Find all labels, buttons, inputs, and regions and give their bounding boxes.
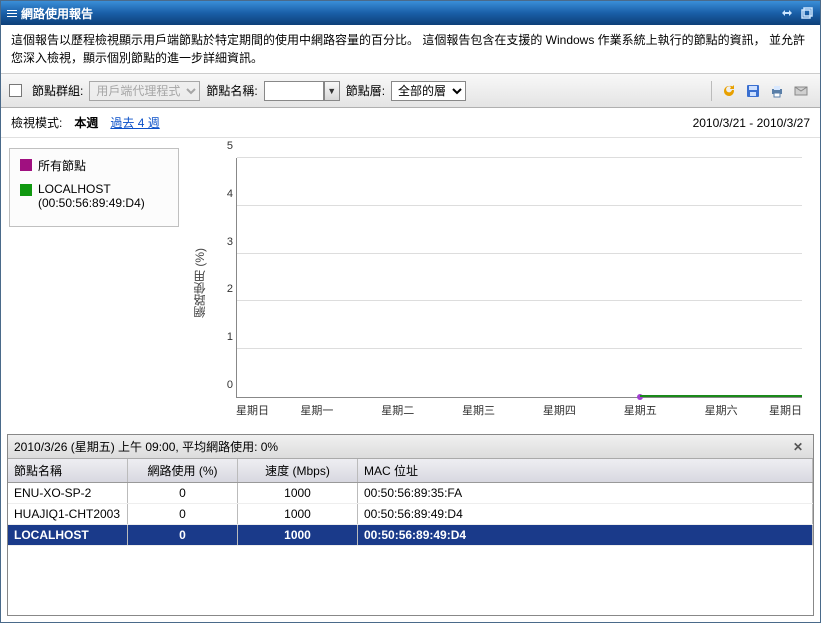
x-tick: 星期三 bbox=[438, 402, 519, 418]
col-header-name[interactable]: 節點名稱 bbox=[8, 459, 128, 482]
y-tick: 4 bbox=[217, 188, 233, 200]
legend-item[interactable]: LOCALHOST (00:50:56:89:49:D4) bbox=[20, 182, 168, 210]
x-axis-labels: 星期日星期一星期二星期三星期四星期五星期六星期日 bbox=[236, 402, 802, 418]
node-dropdown-icon[interactable]: ▼ bbox=[324, 81, 340, 101]
table-row[interactable]: HUAJIQ1-CHT20030100000:50:56:89:49:D4 bbox=[8, 504, 813, 525]
date-range: 2010/3/21 - 2010/3/27 bbox=[693, 116, 810, 130]
tier-select[interactable]: 全部的層 bbox=[391, 81, 466, 101]
toolbar-actions bbox=[711, 80, 812, 102]
cell-speed: 1000 bbox=[238, 525, 358, 545]
legend-swatch bbox=[20, 184, 32, 196]
y-tick: 5 bbox=[217, 140, 233, 152]
x-tick: 星期日 bbox=[762, 402, 802, 418]
legend-item[interactable]: 所有節點 bbox=[20, 157, 168, 174]
maximize-icon[interactable] bbox=[780, 6, 794, 20]
chart-legend: 所有節點 LOCALHOST (00:50:56:89:49:D4) bbox=[9, 148, 179, 227]
cell-speed: 1000 bbox=[238, 483, 358, 503]
col-header-speed[interactable]: 速度 (Mbps) bbox=[238, 459, 358, 482]
node-label: 節點名稱: bbox=[206, 82, 257, 99]
chart-area: 所有節點 LOCALHOST (00:50:56:89:49:D4) 網路使用 (… bbox=[1, 138, 820, 428]
x-tick: 星期四 bbox=[519, 402, 600, 418]
group-label: 節點群組: bbox=[32, 82, 83, 99]
cell-mac: 00:50:56:89:49:D4 bbox=[358, 504, 813, 524]
cell-name: LOCALHOST bbox=[8, 525, 128, 545]
y-axis-label: 網路使用 (%) bbox=[187, 148, 212, 418]
series-line bbox=[640, 395, 802, 397]
restore-icon[interactable] bbox=[800, 6, 814, 20]
filter-toolbar: 節點群組: 用戶端代理程式 節點名稱: ▼ 節點層: 全部的層 bbox=[1, 74, 820, 108]
viewmode-label: 檢視模式: bbox=[11, 114, 62, 131]
cell-speed: 1000 bbox=[238, 504, 358, 524]
report-window: 網路使用報告 這個報告以歷程檢視顯示用戶端節點於特定期間的使用中網路容量的百分比… bbox=[0, 0, 821, 623]
cell-mac: 00:50:56:89:35:FA bbox=[358, 483, 813, 503]
titlebar: 網路使用報告 bbox=[1, 1, 820, 25]
detail-table: 節點名稱 網路使用 (%) 速度 (Mbps) MAC 位址 ENU-XO-SP… bbox=[8, 459, 813, 615]
cell-usage: 0 bbox=[128, 504, 238, 524]
cell-name: HUAJIQ1-CHT2003 bbox=[8, 504, 128, 524]
cell-mac: 00:50:56:89:49:D4 bbox=[358, 525, 813, 545]
x-tick: 星期二 bbox=[357, 402, 438, 418]
detail-header-text: 2010/3/26 (星期五) 上午 09:00, 平均網路使用: 0% bbox=[14, 438, 278, 455]
legend-label: LOCALHOST (00:50:56:89:49:D4) bbox=[38, 182, 168, 210]
table-row[interactable]: ENU-XO-SP-20100000:50:56:89:35:FA bbox=[8, 483, 813, 504]
node-name-input[interactable] bbox=[264, 81, 324, 101]
cell-name: ENU-XO-SP-2 bbox=[8, 483, 128, 503]
x-tick: 星期五 bbox=[600, 402, 681, 418]
y-tick: 1 bbox=[217, 331, 233, 343]
close-icon[interactable]: ✕ bbox=[789, 440, 807, 454]
group-select[interactable]: 用戶端代理程式 bbox=[89, 81, 200, 101]
x-tick: 星期一 bbox=[276, 402, 357, 418]
x-tick: 星期六 bbox=[681, 402, 762, 418]
y-tick: 0 bbox=[217, 379, 233, 391]
col-header-usage[interactable]: 網路使用 (%) bbox=[128, 459, 238, 482]
chart-plot: 012345 星期日星期一星期二星期三星期四星期五星期六星期日 bbox=[212, 148, 812, 418]
detail-header: 2010/3/26 (星期五) 上午 09:00, 平均網路使用: 0% ✕ bbox=[8, 435, 813, 459]
window-title: 網路使用報告 bbox=[21, 5, 93, 22]
legend-label: 所有節點 bbox=[38, 157, 86, 174]
y-tick: 2 bbox=[217, 283, 233, 295]
refresh-icon[interactable] bbox=[718, 80, 740, 102]
save-icon[interactable] bbox=[742, 80, 764, 102]
print-icon[interactable] bbox=[766, 80, 788, 102]
menu-icon[interactable] bbox=[7, 8, 17, 19]
y-tick: 3 bbox=[217, 236, 233, 248]
cell-usage: 0 bbox=[128, 483, 238, 503]
group-checkbox[interactable] bbox=[9, 84, 22, 97]
viewmode-link[interactable]: 過去 4 週 bbox=[110, 114, 159, 131]
col-header-mac[interactable]: MAC 位址 bbox=[358, 459, 813, 482]
cell-usage: 0 bbox=[128, 525, 238, 545]
viewmode-current: 本週 bbox=[74, 114, 98, 131]
email-icon[interactable] bbox=[790, 80, 812, 102]
table-header: 節點名稱 網路使用 (%) 速度 (Mbps) MAC 位址 bbox=[8, 459, 813, 483]
tier-label: 節點層: bbox=[346, 82, 385, 99]
detail-panel: 2010/3/26 (星期五) 上午 09:00, 平均網路使用: 0% ✕ 節… bbox=[7, 434, 814, 616]
legend-swatch bbox=[20, 159, 32, 171]
report-description: 這個報告以歷程檢視顯示用戶端節點於特定期間的使用中網路容量的百分比。 這個報告包… bbox=[1, 25, 820, 74]
viewmode-bar: 檢視模式: 本週 過去 4 週 2010/3/21 - 2010/3/27 bbox=[1, 108, 820, 138]
table-row[interactable]: LOCALHOST0100000:50:56:89:49:D4 bbox=[8, 525, 813, 546]
x-tick: 星期日 bbox=[236, 402, 276, 418]
